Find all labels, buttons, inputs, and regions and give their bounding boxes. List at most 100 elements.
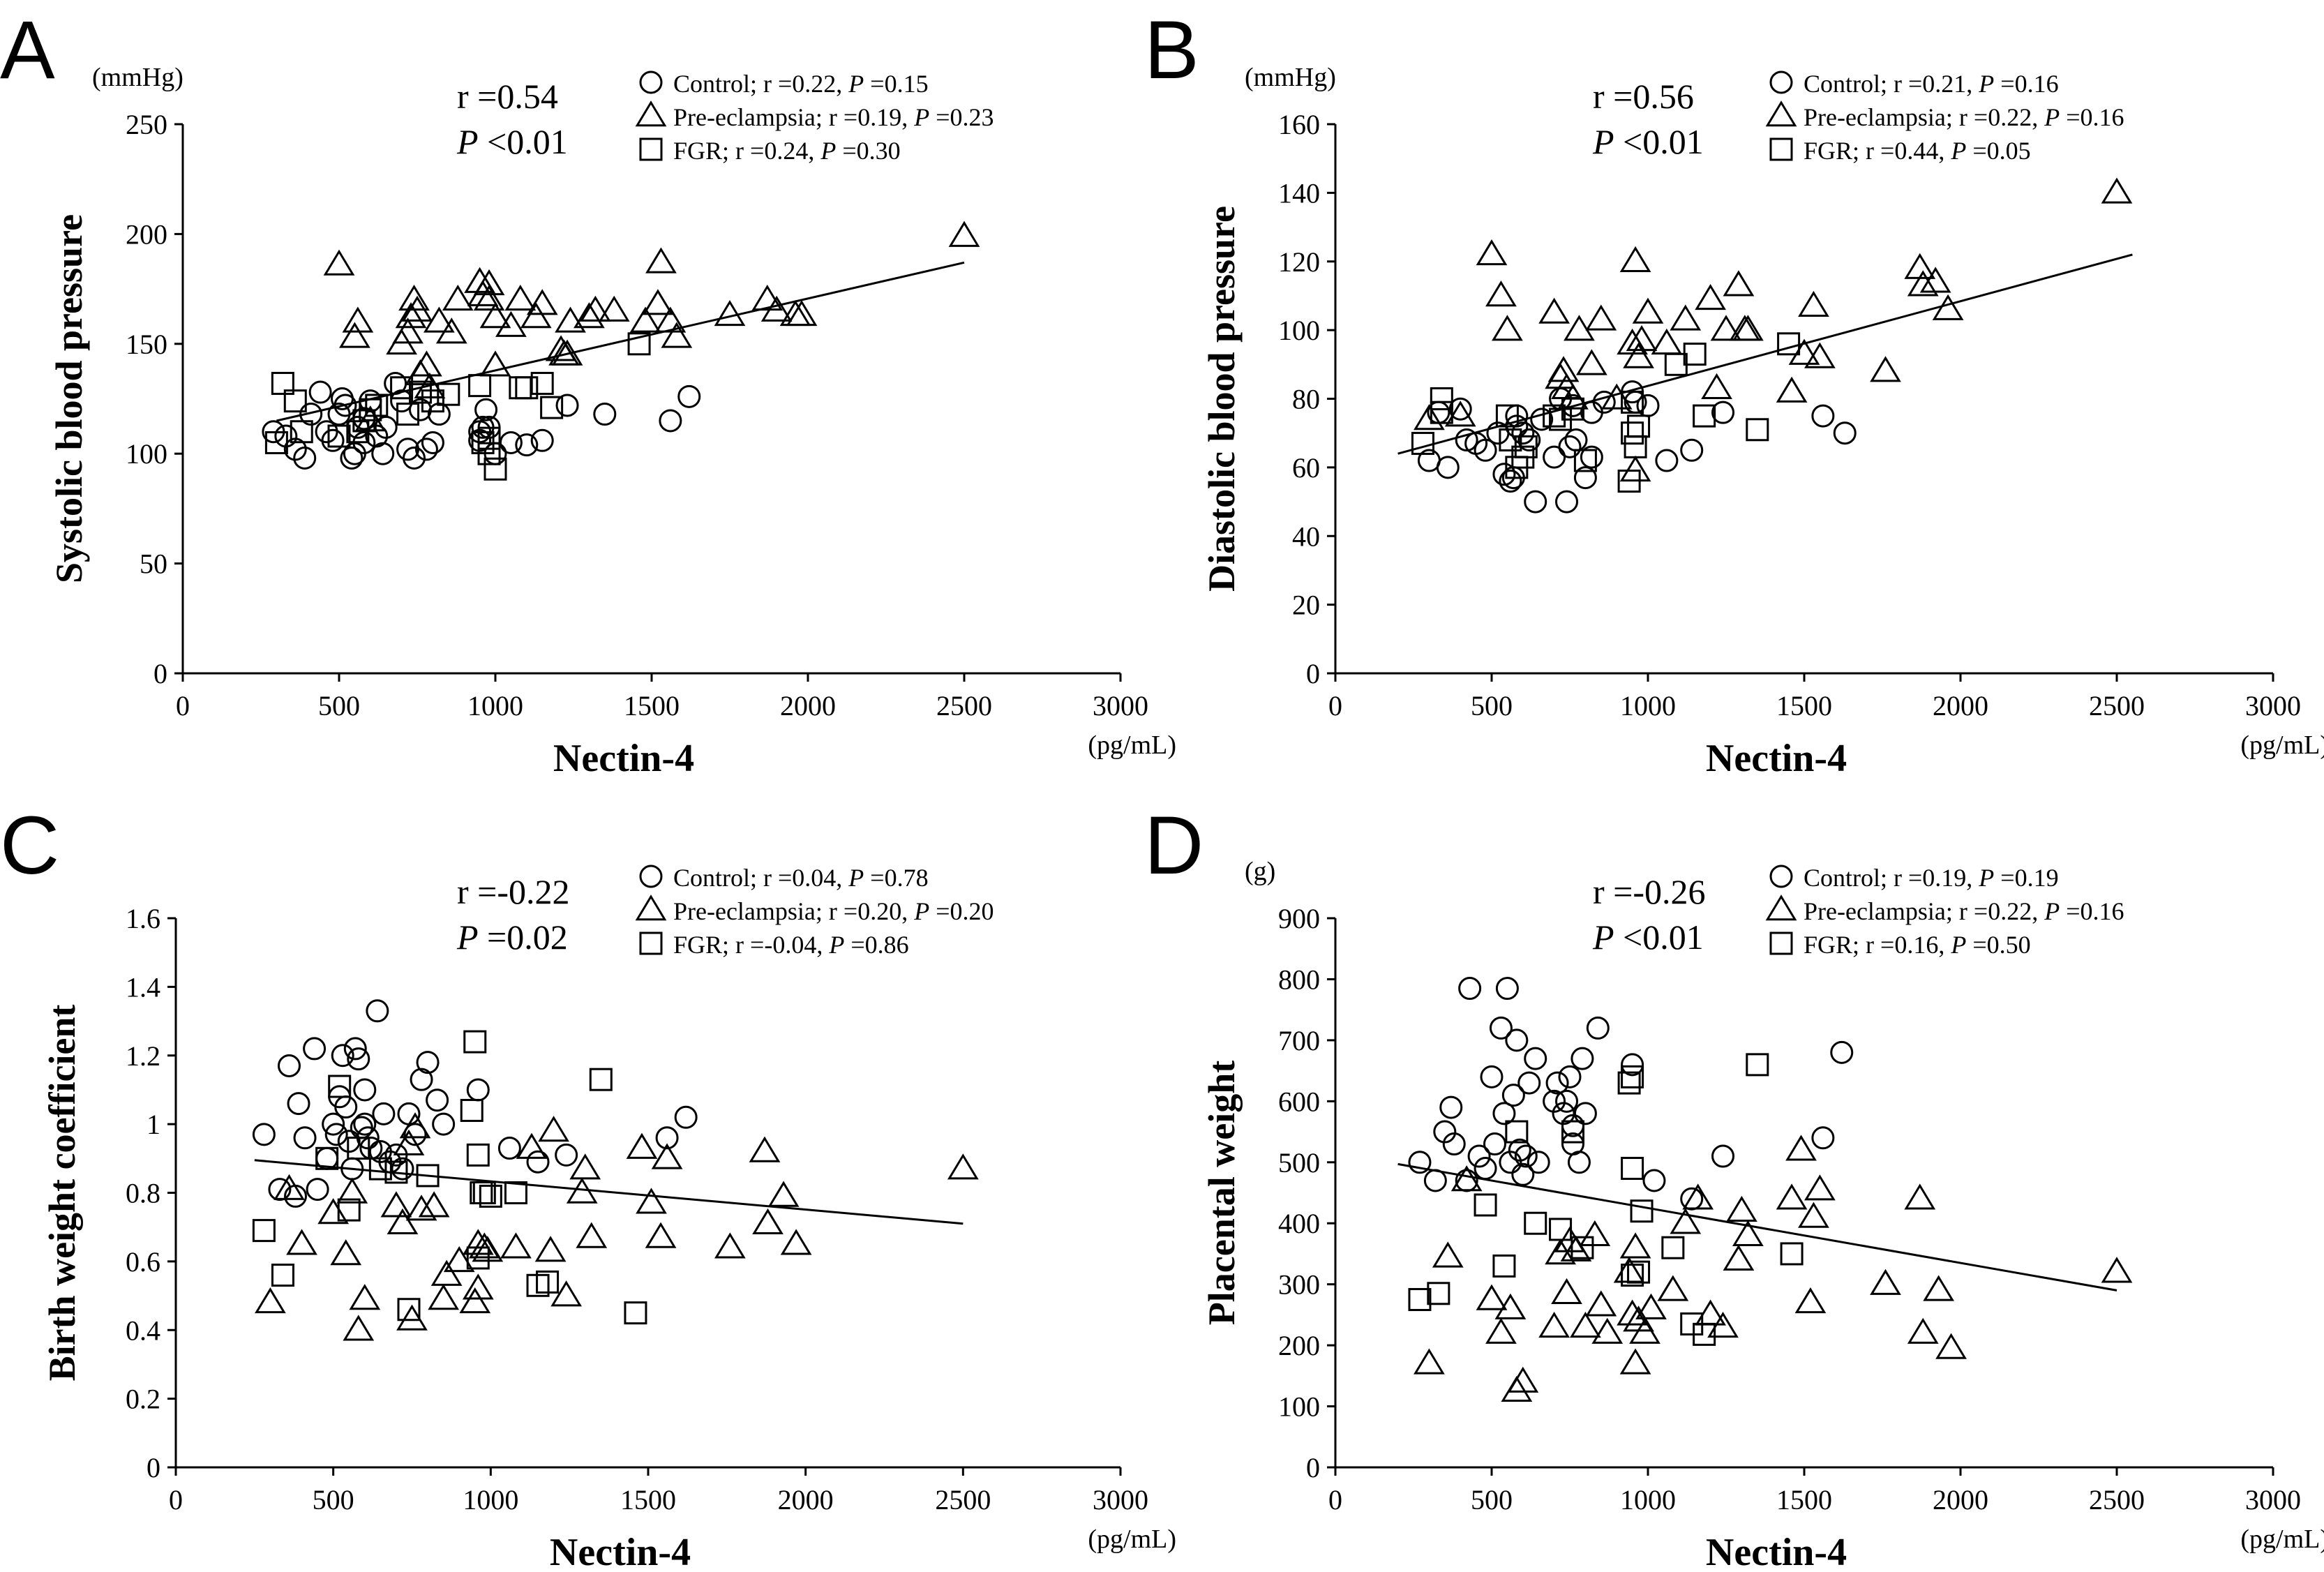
y-tick-label: 500 bbox=[1278, 1147, 1320, 1178]
point-fgr bbox=[627, 332, 651, 356]
point-pe bbox=[273, 1174, 305, 1200]
point-pe bbox=[642, 289, 674, 315]
point-pe bbox=[1617, 1299, 1648, 1326]
legend-marker-fgr bbox=[639, 137, 663, 161]
point-pe bbox=[780, 1229, 812, 1255]
point-pe bbox=[626, 1132, 658, 1159]
point-pe bbox=[1804, 342, 1836, 368]
y-axis-title: Placental weight bbox=[1201, 1061, 1243, 1325]
point-control bbox=[1436, 456, 1460, 479]
point-control bbox=[1505, 1028, 1529, 1052]
point-pe bbox=[1564, 315, 1595, 341]
point-control bbox=[390, 389, 414, 413]
point-control bbox=[371, 442, 395, 465]
y-unit: (g) bbox=[1245, 857, 1275, 886]
x-tick-label: 1000 bbox=[463, 1484, 518, 1515]
point-control bbox=[555, 394, 579, 417]
point-fgr bbox=[1621, 390, 1644, 414]
point-control bbox=[1508, 1138, 1531, 1162]
y-tick-label: 600 bbox=[1278, 1086, 1320, 1117]
point-control bbox=[321, 428, 345, 452]
x-tick-label: 2000 bbox=[780, 690, 836, 721]
point-fgr bbox=[1777, 332, 1801, 356]
point-control bbox=[427, 403, 451, 426]
point-control bbox=[391, 1157, 414, 1181]
legend-entry-control: Control; r =0.04, P =0.78 bbox=[673, 864, 929, 892]
y-tick-label: 700 bbox=[1278, 1025, 1320, 1056]
point-fgr bbox=[1573, 449, 1597, 472]
point-control bbox=[303, 1037, 327, 1061]
point-control bbox=[1467, 1144, 1491, 1168]
point-fgr bbox=[1621, 421, 1644, 445]
point-control bbox=[1514, 1144, 1538, 1168]
y-tick-label: 160 bbox=[1278, 109, 1320, 140]
point-pe bbox=[645, 247, 677, 274]
point-pe bbox=[1732, 315, 1764, 341]
point-control bbox=[1555, 1089, 1579, 1113]
legend-entry-pe: Pre-eclampsia; r =0.22, P =0.16 bbox=[1804, 897, 2124, 925]
point-control bbox=[1570, 1047, 1594, 1070]
point-control bbox=[1830, 1040, 1854, 1064]
x-tick-label: 0 bbox=[1328, 1484, 1342, 1515]
panel-letter: B bbox=[1144, 4, 1199, 96]
point-pe bbox=[255, 1287, 286, 1314]
legend-entry-pe: Pre-eclampsia; r =0.20, P =0.20 bbox=[673, 897, 994, 925]
point-fgr bbox=[437, 382, 460, 406]
y-tick-label: 1.2 bbox=[126, 1040, 160, 1072]
point-control bbox=[340, 446, 363, 470]
x-tick-label: 1000 bbox=[467, 690, 523, 721]
x-tick-label: 2500 bbox=[2089, 1484, 2145, 1515]
panel-letter: D bbox=[1144, 800, 1204, 892]
point-pe bbox=[479, 350, 511, 377]
point-pe bbox=[330, 1239, 362, 1266]
point-control bbox=[1530, 407, 1554, 431]
point-pe bbox=[462, 1229, 494, 1255]
point-fgr bbox=[1746, 1053, 1769, 1077]
point-pe bbox=[2101, 177, 2133, 204]
point-control bbox=[1833, 421, 1857, 445]
point-pe bbox=[423, 306, 455, 333]
point-pe bbox=[399, 1112, 431, 1139]
point-fgr bbox=[1627, 1260, 1651, 1284]
point-pe bbox=[1619, 246, 1651, 273]
y-tick-label: 0.8 bbox=[126, 1178, 160, 1209]
regression-line bbox=[1397, 1162, 2117, 1292]
point-pe bbox=[1538, 1312, 1570, 1338]
point-pe bbox=[1485, 1317, 1517, 1344]
point-control bbox=[397, 1102, 421, 1125]
point-fgr bbox=[479, 1184, 502, 1208]
point-pe bbox=[1651, 328, 1683, 355]
point-control bbox=[1564, 428, 1588, 452]
point-fgr bbox=[1621, 1065, 1644, 1088]
point-control bbox=[655, 1126, 679, 1150]
point-pe bbox=[1450, 1165, 1483, 1192]
y-tick-label: 0 bbox=[1306, 658, 1320, 689]
p-value: P =0.02 bbox=[456, 918, 568, 957]
x-tick-label: 500 bbox=[318, 690, 360, 721]
point-pe bbox=[651, 1143, 683, 1169]
point-pe bbox=[569, 1153, 601, 1180]
point-fgr bbox=[1746, 418, 1769, 442]
point-pe bbox=[392, 317, 423, 344]
y-tick-label: 80 bbox=[1292, 384, 1320, 415]
point-pe bbox=[1570, 1312, 1601, 1338]
point-pe bbox=[411, 350, 442, 377]
y-tick-label: 0 bbox=[1306, 1452, 1320, 1483]
point-control bbox=[1483, 1132, 1506, 1156]
y-tick-label: 100 bbox=[1278, 1391, 1320, 1423]
point-pe bbox=[479, 302, 511, 329]
point-fgr bbox=[328, 1075, 352, 1098]
legend-marker-fgr bbox=[1769, 931, 1793, 955]
point-control bbox=[1511, 421, 1535, 445]
x-tick-label: 3000 bbox=[2245, 690, 2301, 721]
x-tick-label: 500 bbox=[1471, 1484, 1513, 1515]
x-tick-label: 3000 bbox=[1093, 1484, 1148, 1515]
y-tick-label: 20 bbox=[1292, 590, 1320, 621]
point-pe bbox=[349, 1284, 381, 1310]
point-control bbox=[403, 1123, 427, 1146]
point-control bbox=[1492, 463, 1516, 486]
x-tick-label: 2500 bbox=[2089, 690, 2145, 721]
x-tick-label: 2000 bbox=[778, 1484, 834, 1515]
y-tick-label: 0 bbox=[147, 1452, 160, 1483]
